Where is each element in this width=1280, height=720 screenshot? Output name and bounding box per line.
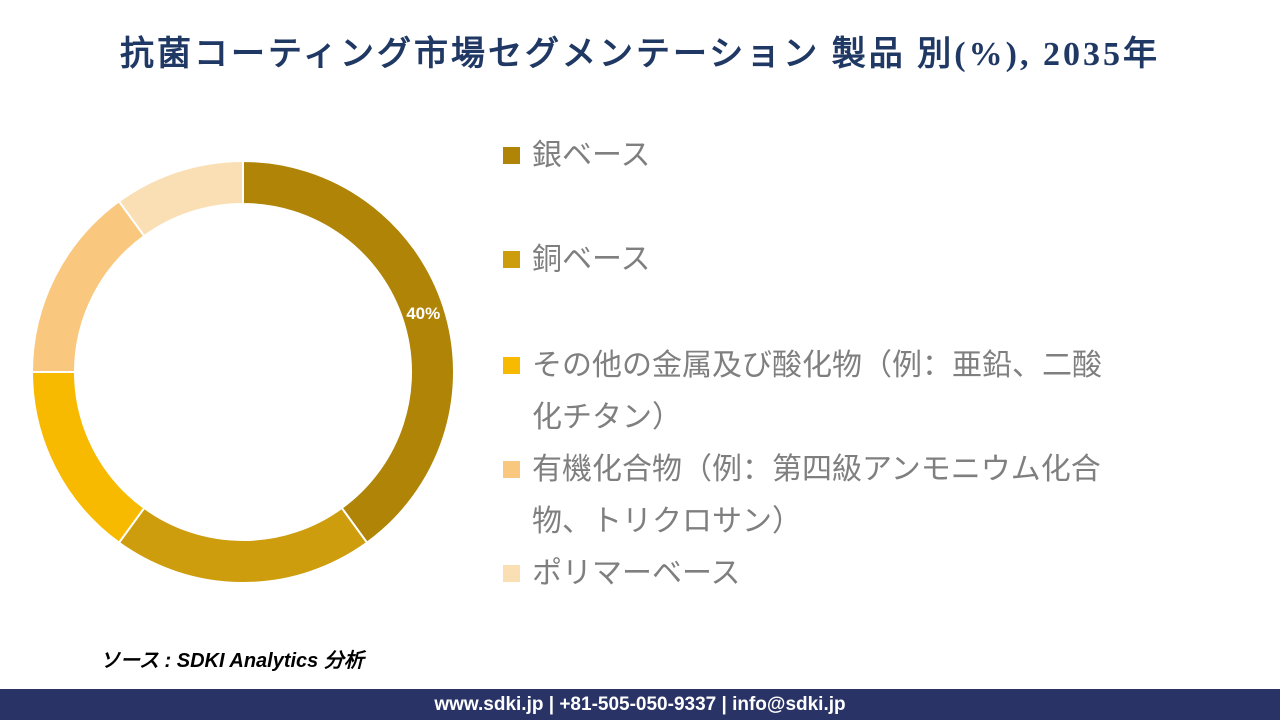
- legend-marker-icon: [503, 357, 520, 374]
- legend-label: その他の金属及び酸化物（例：亜鉛、二酸化チタン）: [532, 349, 1102, 434]
- source-note: ソース : SDKI Analytics 分析: [100, 650, 364, 672]
- donut-segment-1: [117, 506, 369, 585]
- legend-label: 有機化合物（例：第四級アンモニウム化合物、トリクロサン）: [532, 453, 1101, 538]
- legend-item-4: ポリマーベース: [503, 548, 1118, 600]
- donut-segment-4: [117, 159, 244, 238]
- footer-contact-text: www.sdki.jp | +81-505-050-9337 | info@sd…: [434, 694, 846, 715]
- legend-marker-icon: [503, 461, 520, 478]
- legend-label: 銀ベース: [532, 139, 651, 172]
- donut-segment-3: [30, 199, 146, 373]
- legend-item-3: 有機化合物（例：第四級アンモニウム化合物、トリクロサン）: [503, 444, 1118, 548]
- legend-item-0: 銀ベース: [503, 130, 1118, 182]
- legend-marker-icon: [503, 251, 520, 268]
- donut-segment-2: [30, 371, 146, 545]
- legend-item-2: その他の金属及び酸化物（例：亜鉛、二酸化チタン）: [503, 340, 1118, 444]
- chart-legend: 銀ベース銅ベースその他の金属及び酸化物（例：亜鉛、二酸化チタン） 有機化合物（例：…: [503, 130, 1118, 600]
- slice-value-label: 40%: [406, 304, 440, 323]
- legend-label: ポリマーベース: [532, 557, 741, 590]
- legend-marker-icon: [503, 147, 520, 164]
- footer-bar: www.sdki.jp | +81-505-050-9337 | info@sd…: [0, 689, 1280, 720]
- chart-title: 抗菌コーティング市場セグメンテーション 製品 別(%), 2035年: [120, 36, 1160, 73]
- legend-marker-icon: [503, 565, 520, 582]
- legend-item-1: 銅ベース: [503, 234, 1118, 286]
- legend-label: 銅ベース: [532, 243, 651, 276]
- donut-segment-0: [242, 159, 455, 545]
- donut-chart: 40%: [30, 159, 455, 585]
